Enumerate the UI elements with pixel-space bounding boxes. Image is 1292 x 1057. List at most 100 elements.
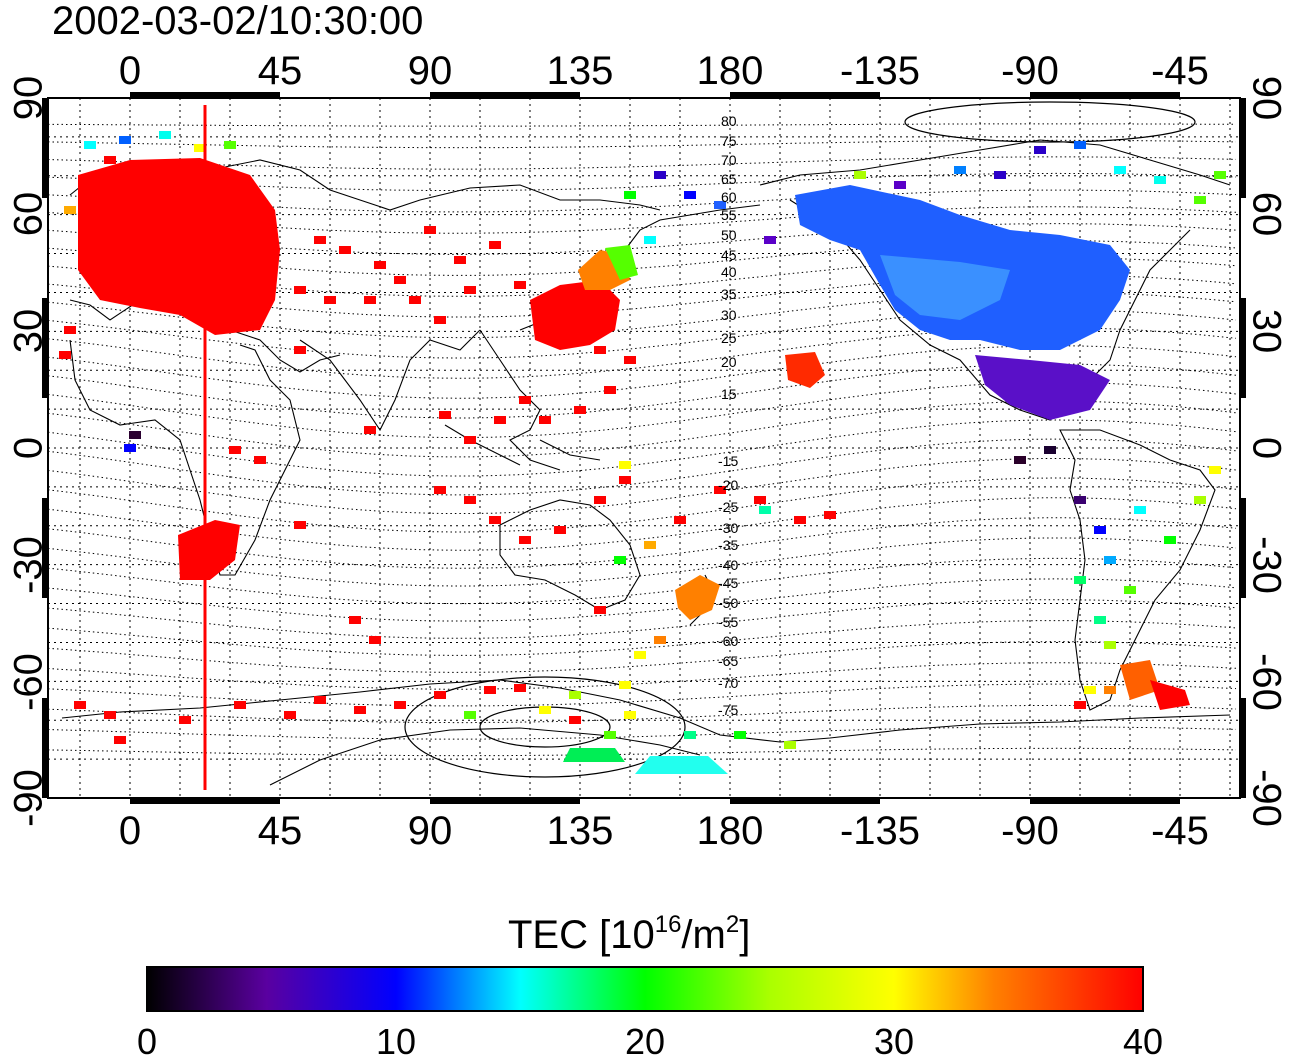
- right-tick-label: -90: [1244, 769, 1288, 827]
- tec-sample: [1074, 701, 1086, 709]
- right-tick-label: 30: [1244, 309, 1288, 354]
- top-tick-label: 45: [258, 49, 303, 93]
- left-tick-label: -30: [7, 536, 51, 594]
- contour-label: -75: [718, 702, 738, 718]
- contour-label: -55: [718, 614, 738, 630]
- tec-sample: [684, 191, 696, 199]
- tec-sample: [619, 461, 631, 469]
- bottom-tick-label: 90: [408, 809, 453, 853]
- right-tick-label: 0: [1244, 437, 1288, 459]
- tec-sample: [194, 144, 206, 152]
- tec-sample: [714, 201, 726, 209]
- contour-label: -70: [718, 675, 738, 691]
- tec-sample: [604, 386, 616, 394]
- tec-sample: [594, 496, 606, 504]
- tec-data-north-america: [795, 185, 1130, 420]
- tec-sample: [594, 606, 606, 614]
- tec-sample: [619, 681, 631, 689]
- tec-sample: [439, 411, 451, 419]
- axis-frame: [42, 92, 1246, 804]
- left-tick-label: 90: [7, 76, 51, 121]
- tec-sample: [619, 476, 631, 484]
- colorbar-label: TEC [1016/m2]: [508, 911, 750, 957]
- contour-label: 70: [721, 152, 737, 168]
- tec-sample: [714, 486, 726, 494]
- tec-sample: [354, 706, 366, 714]
- tec-data-samples: [59, 131, 1226, 749]
- tec-sample: [1114, 166, 1126, 174]
- tec-sample: [574, 406, 586, 414]
- contour-label: -45: [718, 575, 738, 591]
- tec-sample: [484, 686, 496, 694]
- tec-sample: [1209, 466, 1221, 474]
- tec-sample: [734, 731, 746, 739]
- tec-sample: [234, 701, 246, 709]
- tec-sample: [434, 486, 446, 494]
- left-axis-ticks: 90 60 30 0 -30 -60 -90: [7, 76, 51, 827]
- contour-label: -15: [718, 453, 738, 469]
- tec-sample: [539, 416, 551, 424]
- tec-sample: [1169, 696, 1181, 704]
- tec-sample: [1104, 556, 1116, 564]
- tec-sample: [64, 326, 76, 334]
- contour-curve: [48, 747, 1237, 757]
- tec-sample: [59, 351, 71, 359]
- tec-sample: [1164, 536, 1176, 544]
- tec-sample: [784, 741, 796, 749]
- tec-sample: [754, 496, 766, 504]
- contour-curve: [48, 309, 1237, 359]
- tec-sample: [464, 286, 476, 294]
- tec-sample: [434, 316, 446, 324]
- bottom-tick-label: 135: [547, 809, 614, 853]
- tec-sample: [129, 431, 141, 439]
- tec-sample: [1214, 171, 1226, 179]
- contour-label: 15: [721, 386, 737, 402]
- tec-sample: [229, 446, 241, 454]
- tec-sample: [1074, 141, 1086, 149]
- contour-label: 75: [721, 133, 737, 149]
- tec-sample: [954, 166, 966, 174]
- contour-label: -65: [718, 653, 738, 669]
- tec-data-eurasia: [78, 158, 1190, 710]
- tec-sample: [494, 416, 506, 424]
- right-axis-ticks: 90 60 30 0 -30 -60 -90: [1244, 76, 1288, 827]
- tec-sample: [794, 516, 806, 524]
- tec-sample: [254, 456, 266, 464]
- tec-sample: [314, 696, 326, 704]
- top-tick-label: -90: [1001, 49, 1059, 93]
- tec-sample: [364, 296, 376, 304]
- contour-label: 40: [721, 264, 737, 280]
- right-tick-label: 60: [1244, 192, 1288, 237]
- contour-curve: [48, 557, 1237, 605]
- colorbar-tick-label: 40: [1123, 1021, 1163, 1057]
- contour-label: 65: [721, 171, 737, 187]
- tec-sample: [614, 556, 626, 564]
- tec-sample: [654, 171, 666, 179]
- tec-sample: [394, 701, 406, 709]
- tec-sample: [1094, 526, 1106, 534]
- tec-sample: [624, 711, 636, 719]
- tec-sample: [1084, 686, 1096, 694]
- tec-sample: [74, 701, 86, 709]
- tec-sample: [349, 616, 361, 624]
- tec-sample: [84, 141, 96, 149]
- bottom-tick-label: -90: [1001, 809, 1059, 853]
- tec-sample: [634, 651, 646, 659]
- tec-sample: [294, 521, 306, 529]
- contour-curve: [48, 537, 1237, 587]
- colorbar-tick-label: 0: [137, 1021, 157, 1057]
- bottom-tick-label: -45: [1151, 809, 1209, 853]
- contour-label: -30: [718, 520, 738, 536]
- tec-sample: [759, 506, 771, 514]
- top-tick-label: 135: [547, 49, 614, 93]
- tec-sample: [284, 711, 296, 719]
- contour-curve: [48, 458, 1237, 514]
- contour-label: 35: [721, 286, 737, 302]
- tec-sample: [674, 516, 686, 524]
- tec-sample: [489, 516, 501, 524]
- tec-sample: [394, 276, 406, 284]
- tec-sample: [569, 716, 581, 724]
- tec-sample: [824, 511, 836, 519]
- tec-sample: [1094, 616, 1106, 624]
